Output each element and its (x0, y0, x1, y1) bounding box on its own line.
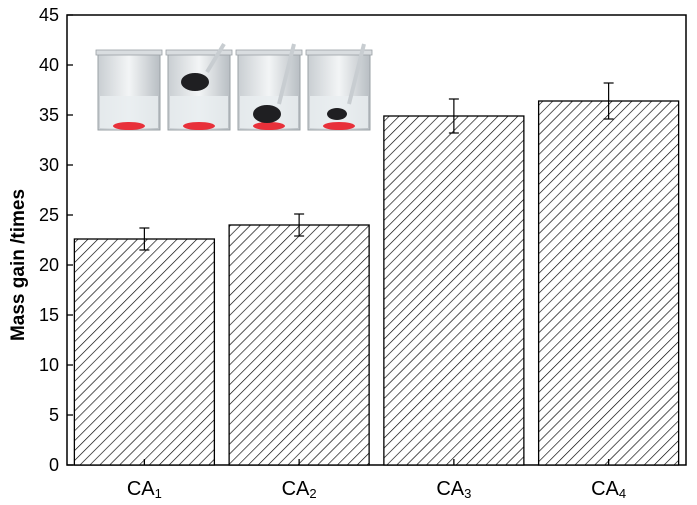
sample-block (327, 108, 347, 120)
dye-spot (323, 122, 355, 130)
pipette (347, 43, 366, 105)
bar-1 (73, 238, 216, 466)
y-tick-label: 15 (39, 305, 59, 325)
x-tick-label-main: CA (591, 478, 619, 500)
y-tick-label: 40 (39, 55, 59, 75)
bar-4 (537, 100, 680, 466)
y-tick-label: 10 (39, 355, 59, 375)
y-axis-title: Mass gain /times (8, 189, 29, 341)
x-tick-label: CA4 (591, 478, 626, 500)
pipette (205, 42, 226, 74)
x-tick-label: CA3 (436, 478, 471, 500)
sample-block (253, 105, 281, 123)
x-tick-label-subscript: 3 (464, 486, 471, 500)
x-tick-label-main: CA (127, 478, 155, 500)
beaker-rim (235, 49, 303, 56)
x-tick-label-subscript: 2 (309, 486, 316, 500)
dye-spot (253, 122, 285, 130)
bar-3 (383, 115, 525, 466)
x-tick-label: CA1 (127, 478, 162, 500)
dye-spot (183, 122, 215, 130)
x-tick-label-main: CA (436, 478, 464, 500)
beaker-rim (95, 49, 163, 56)
sample-block (181, 73, 209, 91)
y-tick-label: 30 (39, 155, 59, 175)
bar-2 (228, 224, 370, 466)
y-tick-label: 5 (49, 405, 59, 425)
dye-spot (113, 122, 145, 130)
y-tick-label: 25 (39, 205, 59, 225)
plot-frame (66, 14, 687, 466)
x-tick-label-subscript: 4 (619, 486, 626, 500)
x-tick-label-subscript: 1 (155, 486, 162, 500)
beaker-rim (305, 49, 373, 56)
y-tick-label: 45 (39, 5, 59, 25)
y-tick-label: 20 (39, 255, 59, 275)
y-tick-label: 0 (49, 455, 59, 475)
y-tick-label: 35 (39, 105, 59, 125)
pipette (277, 43, 296, 105)
x-tick-label: CA2 (282, 478, 317, 500)
x-tick-label-main: CA (282, 478, 310, 500)
beaker-rim (165, 49, 233, 56)
